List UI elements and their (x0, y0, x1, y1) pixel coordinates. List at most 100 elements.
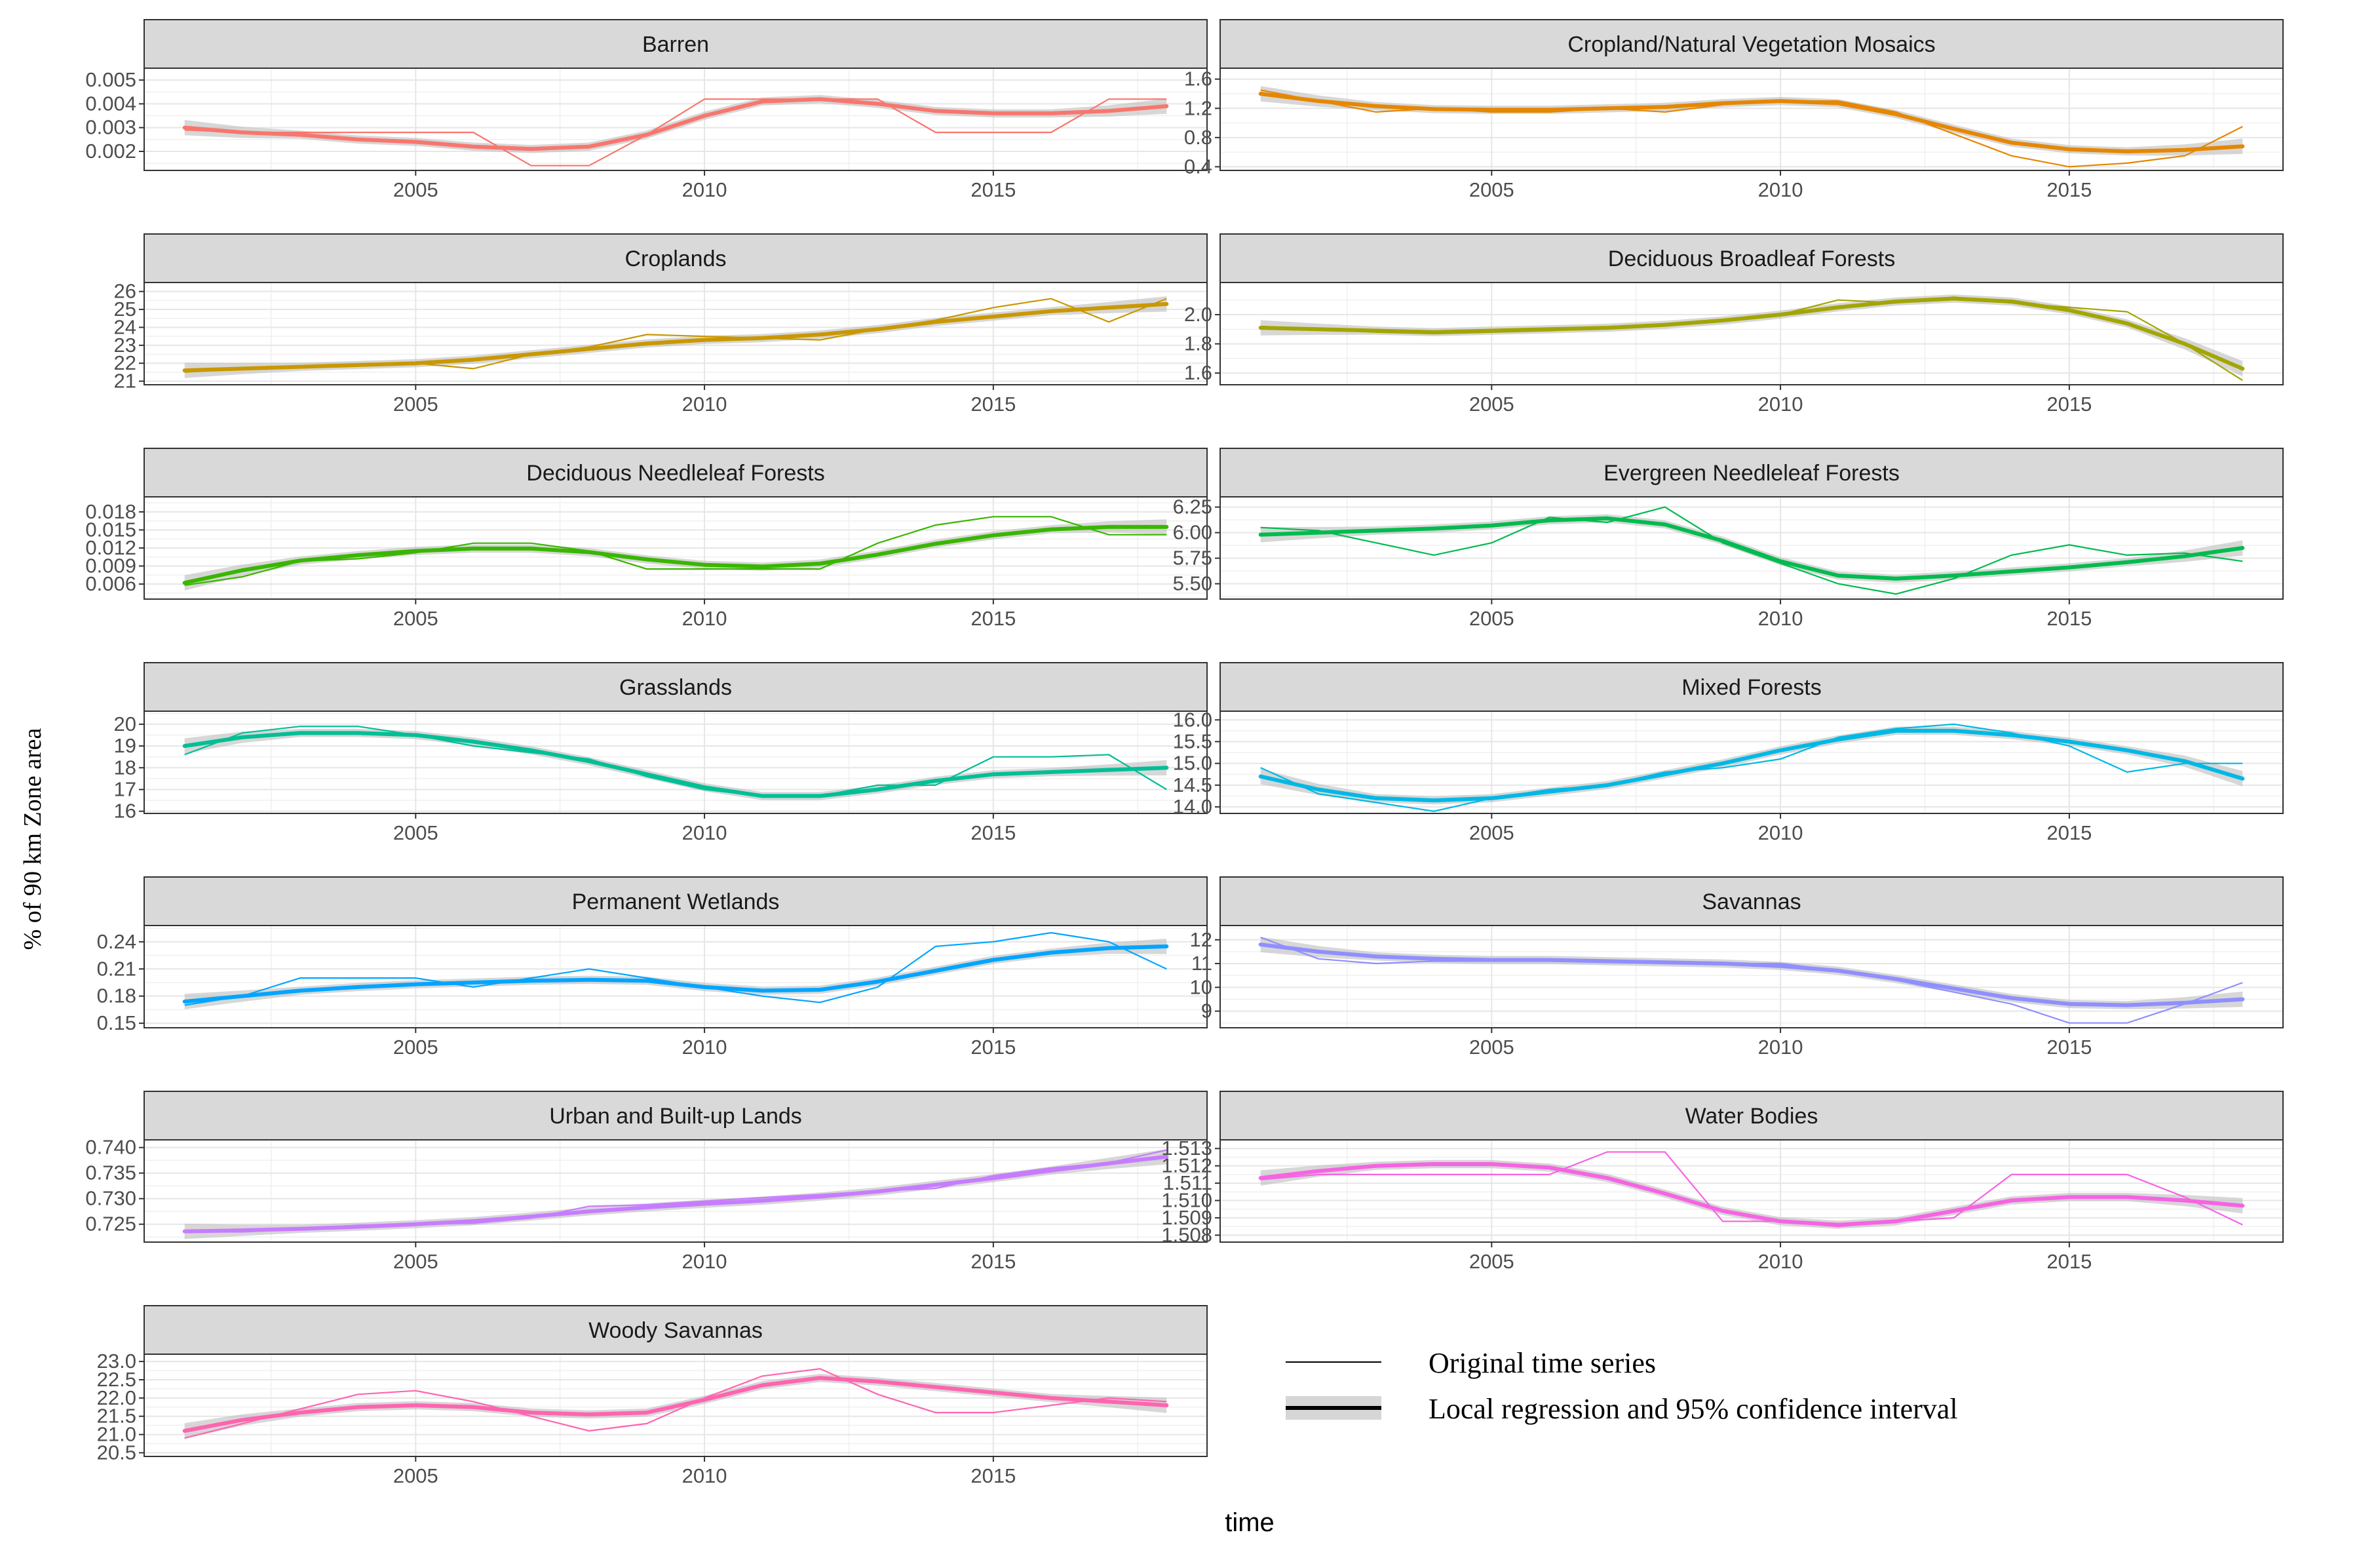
x-tick-label: 2005 (1469, 821, 1514, 844)
panel-border (1219, 1139, 2284, 1243)
smooth-series-line (1258, 943, 2245, 1007)
x-tick-label: 2005 (393, 821, 438, 844)
legend: Original time series Local regression an… (1286, 1347, 1958, 1425)
strip-title: Grasslands (619, 675, 732, 700)
panel-woody-savannas: Woody Savannas 20.521.021.522.022.523.0 20… (97, 1305, 1208, 1487)
strip-title: Deciduous Broadleaf Forests (1608, 246, 1895, 271)
strip-title: Mixed Forests (1681, 675, 1822, 700)
strip-background (1219, 448, 2284, 497)
y-tick-label: 0.015 (85, 518, 136, 541)
panel-border (144, 711, 1208, 814)
y-tick-label: 1.2 (1184, 96, 1212, 119)
panel-cropland-natural-vegetation-mosaics: Cropland/Natural Vegetation Mosaics 0.4 0.… (1184, 19, 2284, 201)
y-tick-label: 26 (114, 280, 136, 303)
x-tick-label: 2010 (682, 1250, 727, 1273)
x-tick-label: 2010 (682, 607, 727, 630)
x-tick-label: 2010 (682, 1036, 727, 1059)
strip-title: Savannas (1702, 889, 1801, 914)
panel-border (144, 282, 1208, 385)
y-tick-label: 18 (114, 756, 136, 779)
y-tick-label: 21.0 (97, 1423, 136, 1446)
plot-background (144, 711, 1207, 813)
smooth-series-line (182, 1154, 1169, 1234)
x-axis-title: time (1225, 1508, 1275, 1537)
y-tick-label: 1.511 (1163, 1171, 1212, 1194)
smooth-series-line (182, 524, 1169, 585)
strip-title: Urban and Built-up Lands (549, 1104, 802, 1129)
smooth-series-line (182, 731, 1169, 798)
confidence-band (1260, 514, 2243, 583)
y-tick-label: 0.8 (1184, 126, 1212, 149)
y-tick-label: 16.0 (1173, 708, 1212, 731)
x-tick-label: 2015 (970, 393, 1016, 416)
y-tick-label: 12 (1190, 928, 1212, 951)
panel-border (1219, 925, 2284, 1028)
x-tick-label: 2005 (393, 178, 438, 201)
y-tick-label: 0.004 (85, 92, 136, 115)
y-tick-label: 11 (1191, 952, 1212, 975)
panel-water-bodies: Water Bodies 1.5081.5091.5101.5111.5121.5… (1161, 1091, 2284, 1273)
smooth-series-line (1258, 296, 2245, 371)
smooth-series-line (182, 302, 1169, 373)
plot-background (144, 68, 1207, 170)
y-tick-label: 24 (114, 315, 136, 338)
y-tick-label: 23 (114, 334, 136, 357)
y-tick-label: 1.508 (1161, 1223, 1212, 1246)
strip-title: Permanent Wetlands (572, 889, 780, 914)
strip-background (1219, 19, 2284, 69)
y-tick-label: 20 (114, 712, 136, 735)
y-tick-label: 0.4 (1184, 155, 1212, 178)
y-tick-label: 15.0 (1173, 752, 1212, 775)
y-tick-label: 2.0 (1184, 303, 1212, 326)
strip-title: Barren (642, 32, 709, 57)
x-tick-label: 2005 (393, 1036, 438, 1059)
y-tick-label: 21.5 (97, 1405, 136, 1428)
y-tick-label: 0.740 (85, 1136, 136, 1159)
x-tick-label: 2015 (970, 821, 1016, 844)
y-tick-label: 16 (114, 800, 136, 823)
x-tick-label: 2015 (2046, 821, 2092, 844)
confidence-band (184, 296, 1167, 378)
smooth-series-line (1258, 1162, 2245, 1227)
x-tick-label: 2010 (1758, 178, 1803, 201)
y-tick-label: 1.8 (1184, 332, 1212, 355)
smooth-series-line (182, 944, 1169, 1004)
y-tick-label: 9 (1201, 1000, 1212, 1023)
strip-background (144, 662, 1208, 712)
original-series-line (184, 516, 1167, 586)
x-tick-label: 2015 (970, 1464, 1016, 1487)
y-tick-label: 0.009 (85, 555, 136, 577)
y-tick-label: 14.5 (1173, 773, 1212, 796)
strip-background (144, 876, 1208, 926)
x-tick-label: 2005 (1469, 1036, 1514, 1059)
x-tick-label: 2015 (970, 1036, 1016, 1059)
smooth-series-line (1258, 516, 2245, 581)
x-tick-label: 2015 (970, 1250, 1016, 1273)
smooth-series-line (182, 1376, 1169, 1433)
y-tick-label: 22.0 (97, 1386, 136, 1409)
x-tick-label: 2015 (2046, 1036, 2092, 1059)
strip-title: Water Bodies (1685, 1104, 1818, 1129)
x-tick-label: 2010 (1758, 1036, 1803, 1059)
y-tick-label: 0.730 (85, 1187, 136, 1210)
panel-border (144, 925, 1208, 1028)
y-tick-label: 0.24 (97, 930, 136, 953)
y-tick-label: 22.5 (97, 1368, 136, 1391)
x-tick-label: 2010 (1758, 821, 1803, 844)
original-series-line (184, 1368, 1167, 1439)
panel-border (1219, 496, 2284, 600)
y-tick-label: 14.0 (1173, 795, 1212, 818)
y-tick-label: 22 (114, 351, 136, 374)
y-tick-label: 0.003 (85, 116, 136, 139)
x-tick-label: 2010 (682, 821, 727, 844)
panel-mixed-forests: Mixed Forests 14.014.515.015.516.0 2005 201… (1173, 662, 2284, 844)
x-tick-label: 2005 (393, 1464, 438, 1487)
x-tick-label: 2010 (1758, 607, 1803, 630)
x-tick-label: 2005 (1469, 607, 1514, 630)
panel-border (144, 68, 1208, 171)
x-tick-label: 2015 (970, 607, 1016, 630)
